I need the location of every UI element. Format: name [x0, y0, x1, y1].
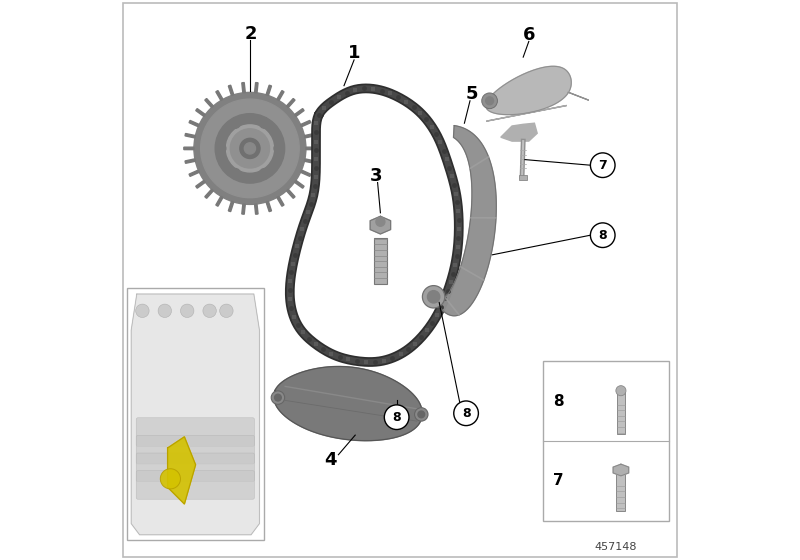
Circle shape	[271, 391, 285, 404]
Text: 7: 7	[598, 158, 607, 172]
Polygon shape	[305, 133, 314, 138]
Circle shape	[181, 304, 194, 318]
Polygon shape	[301, 170, 310, 176]
Polygon shape	[286, 99, 295, 108]
Circle shape	[616, 386, 626, 396]
Polygon shape	[184, 147, 194, 150]
Circle shape	[454, 401, 478, 426]
Polygon shape	[254, 82, 258, 93]
Circle shape	[376, 217, 385, 226]
Polygon shape	[294, 109, 304, 116]
Text: 4: 4	[324, 451, 336, 469]
Text: 8: 8	[462, 407, 470, 420]
Circle shape	[194, 92, 306, 204]
Polygon shape	[228, 85, 234, 96]
Polygon shape	[305, 159, 314, 164]
Circle shape	[590, 223, 615, 248]
Circle shape	[414, 408, 428, 421]
Text: 8: 8	[392, 410, 401, 424]
FancyBboxPatch shape	[374, 238, 386, 284]
Polygon shape	[189, 120, 199, 127]
Text: 8: 8	[598, 228, 607, 242]
FancyBboxPatch shape	[617, 472, 626, 511]
Circle shape	[158, 304, 171, 318]
Circle shape	[136, 304, 149, 318]
Polygon shape	[228, 201, 234, 212]
Text: 3: 3	[370, 167, 382, 185]
Circle shape	[384, 405, 409, 430]
Circle shape	[201, 99, 299, 198]
Polygon shape	[429, 125, 496, 316]
Circle shape	[216, 143, 226, 153]
FancyBboxPatch shape	[126, 288, 264, 540]
Circle shape	[240, 138, 260, 158]
Polygon shape	[216, 91, 223, 101]
Polygon shape	[216, 196, 223, 206]
Polygon shape	[185, 159, 195, 164]
Circle shape	[230, 118, 240, 128]
Polygon shape	[168, 437, 196, 504]
Polygon shape	[370, 216, 390, 234]
Polygon shape	[294, 180, 304, 188]
FancyBboxPatch shape	[136, 418, 254, 446]
Circle shape	[427, 291, 440, 303]
FancyBboxPatch shape	[136, 453, 254, 482]
Polygon shape	[501, 123, 538, 141]
Polygon shape	[277, 196, 284, 206]
Polygon shape	[196, 109, 206, 116]
Circle shape	[482, 93, 498, 109]
Polygon shape	[286, 189, 295, 198]
Circle shape	[160, 469, 181, 489]
Polygon shape	[242, 82, 246, 93]
Circle shape	[220, 304, 233, 318]
Circle shape	[230, 169, 240, 179]
Polygon shape	[613, 464, 629, 476]
Circle shape	[486, 97, 494, 105]
Polygon shape	[306, 147, 316, 150]
Polygon shape	[266, 201, 271, 212]
Circle shape	[203, 304, 216, 318]
Polygon shape	[189, 170, 199, 176]
Polygon shape	[274, 366, 422, 441]
Polygon shape	[205, 99, 214, 108]
Text: 457148: 457148	[594, 542, 637, 552]
Text: 8: 8	[553, 394, 564, 409]
Circle shape	[590, 153, 615, 178]
Text: 7: 7	[553, 473, 564, 488]
FancyBboxPatch shape	[136, 436, 254, 464]
Polygon shape	[205, 189, 214, 198]
Polygon shape	[242, 204, 246, 214]
Circle shape	[244, 143, 255, 154]
Polygon shape	[486, 66, 571, 115]
Circle shape	[215, 114, 285, 183]
Polygon shape	[185, 133, 195, 138]
Circle shape	[274, 394, 282, 401]
Text: 5: 5	[466, 85, 478, 103]
Circle shape	[274, 143, 284, 153]
FancyBboxPatch shape	[518, 175, 526, 180]
Polygon shape	[131, 294, 259, 535]
Circle shape	[226, 125, 274, 172]
Text: 2: 2	[244, 25, 257, 43]
FancyBboxPatch shape	[617, 393, 625, 435]
Polygon shape	[486, 105, 566, 121]
Circle shape	[422, 286, 445, 308]
Polygon shape	[254, 204, 258, 214]
FancyBboxPatch shape	[123, 3, 677, 557]
Circle shape	[259, 118, 270, 128]
Polygon shape	[196, 180, 206, 188]
Polygon shape	[568, 92, 589, 100]
FancyBboxPatch shape	[136, 470, 254, 500]
FancyBboxPatch shape	[543, 361, 669, 521]
Polygon shape	[266, 85, 271, 96]
Text: 1: 1	[348, 44, 360, 62]
Polygon shape	[277, 91, 284, 101]
Circle shape	[259, 169, 270, 179]
Polygon shape	[301, 120, 310, 127]
Text: 6: 6	[522, 26, 535, 44]
Circle shape	[230, 129, 270, 168]
Circle shape	[418, 411, 425, 418]
